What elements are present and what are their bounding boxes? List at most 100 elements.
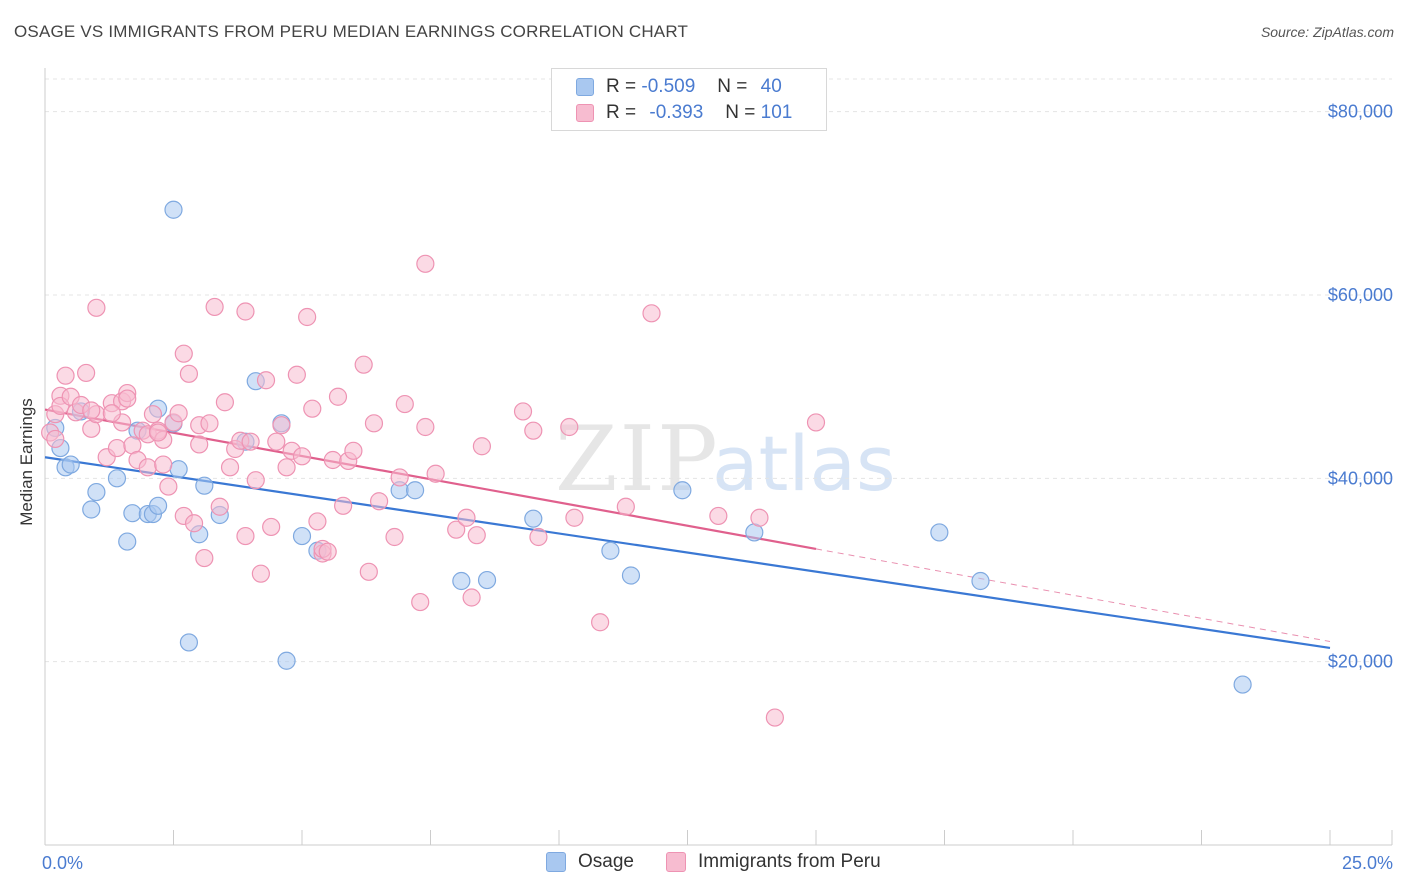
osage-point: [87, 482, 106, 502]
osage-trend-line: [44, 456, 1331, 650]
peru-point: [246, 471, 265, 490]
peru-point: [174, 344, 193, 363]
osage-point: [118, 532, 137, 551]
legend-n-label: N =: [725, 102, 756, 123]
osage-point: [169, 460, 188, 479]
peru-point: [205, 297, 224, 317]
peru-point: [591, 613, 610, 632]
osage-point: [621, 566, 641, 585]
y-tick-label: $20,000: [1328, 652, 1393, 672]
peru-point: [241, 432, 260, 451]
osage-point: [292, 526, 312, 546]
peru-point: [334, 496, 353, 515]
legend-r-value: -0.509: [641, 76, 696, 97]
peru-point: [46, 429, 65, 449]
peru-point: [272, 416, 291, 435]
peru-point: [318, 542, 337, 561]
y-tick-label: $60,000: [1328, 285, 1393, 305]
osage-point: [1233, 675, 1252, 694]
peru-point: [750, 508, 769, 527]
watermark-atlas: atlas: [712, 419, 896, 508]
peru-point: [303, 399, 322, 418]
chart-source: Source: ZipAtlas.com: [1260, 24, 1394, 40]
series-swatch-osage: [546, 852, 566, 872]
peru-point: [416, 254, 435, 273]
peru-point: [467, 526, 486, 545]
peru-point: [385, 527, 404, 547]
peru-point: [529, 527, 548, 547]
chart-title: OSAGE VS IMMIGRANTS FROM PERU MEDIAN EAR…: [14, 22, 689, 41]
peru-point: [806, 413, 826, 432]
peru-point: [447, 520, 466, 539]
legend-swatch-peru: [576, 104, 594, 122]
peru-point: [344, 441, 363, 460]
osage-point: [930, 523, 949, 542]
legend-r-label: R =: [606, 102, 637, 123]
peru-point: [642, 304, 661, 323]
osage-point: [61, 455, 80, 474]
peru-point: [328, 387, 348, 406]
peru-point: [565, 508, 584, 527]
legend-row-peru: R = -0.393 N = 101: [576, 100, 792, 126]
peru-point: [251, 564, 270, 583]
x-tick-label: 25.0%: [1342, 853, 1393, 873]
peru-point: [200, 414, 219, 433]
peru-point: [184, 514, 204, 533]
data-points: [41, 200, 1252, 727]
peru-point: [472, 437, 491, 456]
peru-point: [390, 468, 409, 487]
peru-point: [195, 548, 214, 568]
peru-point: [87, 298, 106, 317]
peru-point: [524, 421, 543, 440]
peru-point: [395, 394, 414, 414]
tick-labels: $20,000 $40,000 $60,000 $80,000 0.0% 25.0%: [42, 102, 1393, 873]
peru-point: [457, 508, 476, 527]
peru-point: [215, 393, 234, 412]
y-tick-label: $80,000: [1328, 102, 1393, 122]
series-legend-osage: Osage: [546, 851, 634, 873]
peru-point: [560, 417, 579, 437]
peru-point: [426, 464, 445, 483]
osage-point: [82, 500, 101, 519]
peru-point: [143, 405, 163, 424]
peru-point: [190, 435, 209, 454]
peru-point: [298, 307, 317, 327]
series-legend-peru: Immigrants from Peru: [666, 851, 881, 873]
series-label-peru: Immigrants from Peru: [698, 851, 881, 872]
osage-point: [179, 633, 199, 652]
peru-point: [513, 402, 533, 421]
legend-r-value: -0.393: [649, 102, 704, 123]
legend-n-value: 101: [760, 102, 793, 123]
peru-point: [236, 302, 255, 321]
peru-point: [82, 401, 101, 420]
peru-point: [287, 365, 306, 384]
osage-point: [452, 571, 471, 591]
peru-point: [210, 497, 229, 516]
peru-trend-extension: [815, 548, 1331, 642]
correlation-legend: R = -0.509 N = 40 R = -0.393 N = 101: [551, 68, 827, 131]
osage-point: [477, 570, 497, 590]
y-axis-label: Median Earnings: [17, 398, 36, 526]
osage-point: [164, 200, 183, 219]
peru-point: [138, 458, 157, 477]
series-legend: Osage Immigrants from Peru: [0, 851, 1406, 879]
peru-point: [616, 497, 635, 516]
peru-point: [359, 562, 378, 581]
osage-point: [107, 469, 127, 488]
peru-point: [462, 588, 481, 607]
peru-point: [277, 458, 296, 477]
grid-lines: [45, 78, 1392, 663]
legend-swatch-osage: [576, 78, 594, 96]
peru-point: [308, 512, 327, 531]
peru-point: [169, 404, 188, 423]
osage-point: [195, 476, 214, 495]
peru-point: [220, 458, 240, 477]
peru-point: [262, 517, 281, 537]
watermark: ZIP atlas: [555, 407, 896, 512]
peru-point: [179, 364, 199, 383]
x-tick-label: 0.0%: [42, 853, 83, 873]
peru-point: [292, 447, 312, 466]
peru-point: [354, 355, 373, 374]
peru-point: [411, 592, 430, 612]
osage-point: [524, 509, 543, 528]
